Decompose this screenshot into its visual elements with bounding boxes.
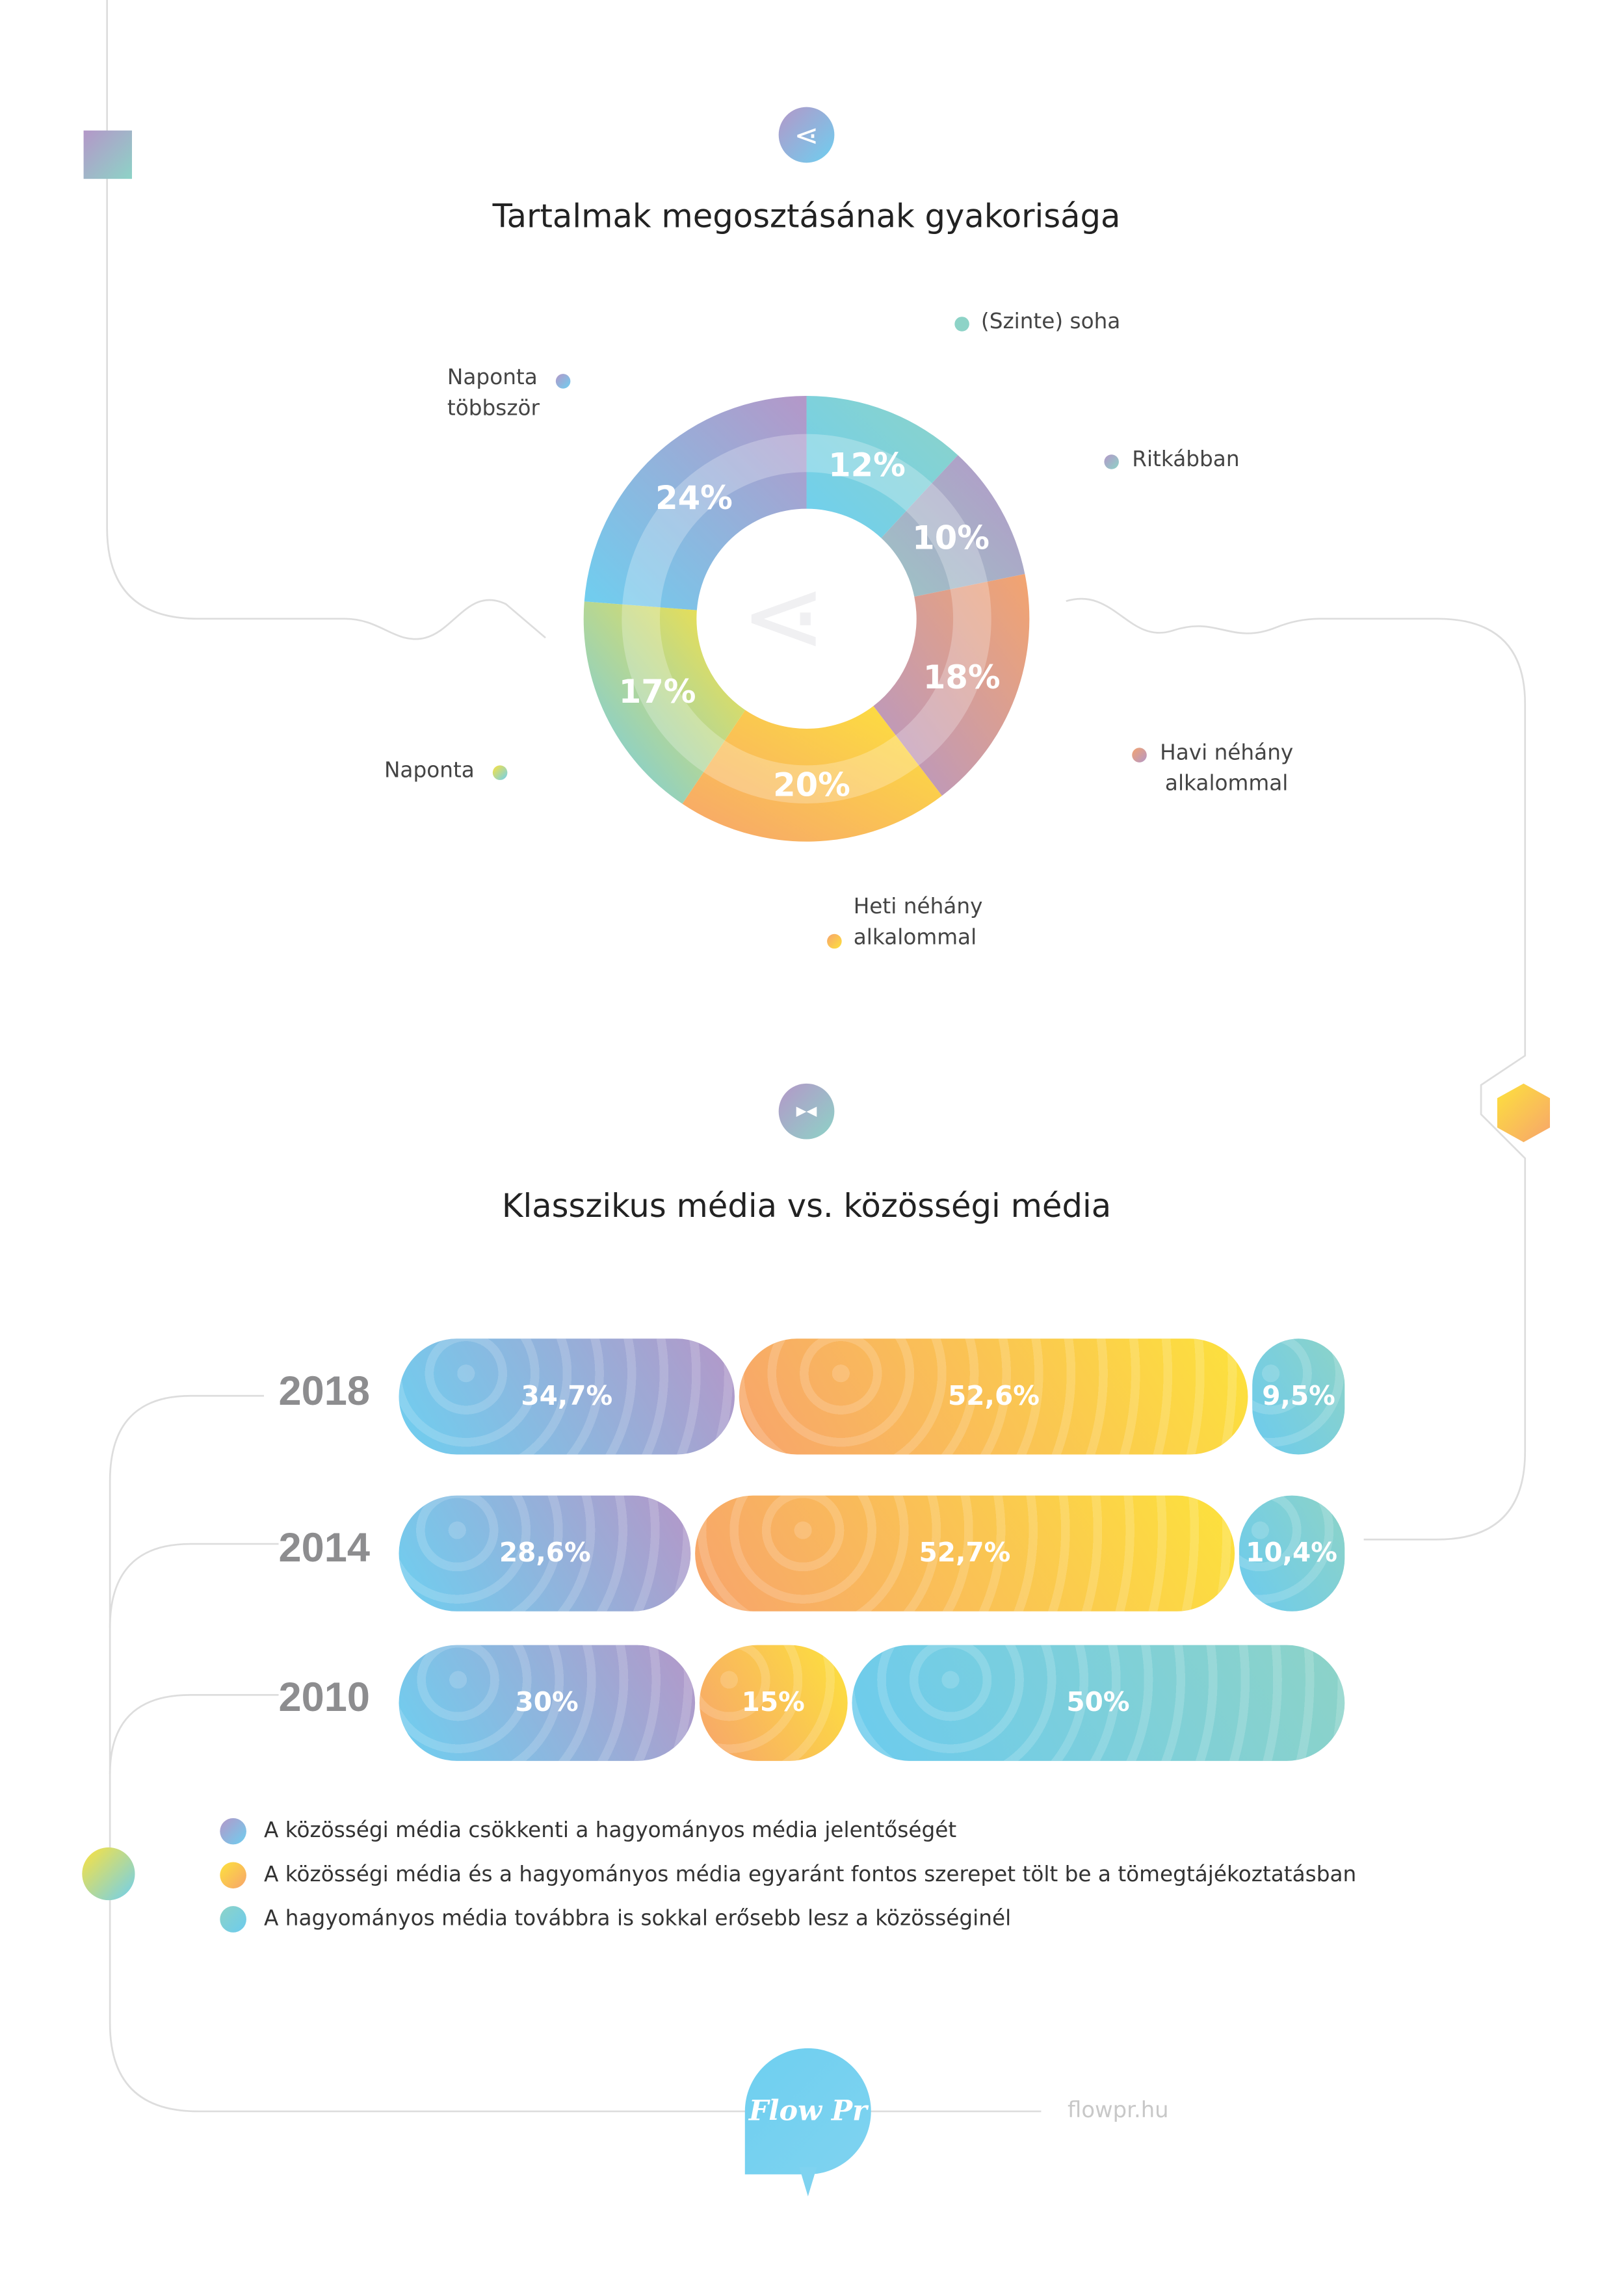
- flowpr-logo: Flow Pr: [744, 2048, 871, 2174]
- label-ritkabban: Ritkábban: [1132, 449, 1240, 473]
- bar-value-label: 50%: [1066, 1688, 1130, 1719]
- label-naponta: Naponta: [384, 759, 475, 783]
- bar-segment-both: 52,7%: [695, 1495, 1235, 1611]
- legend-item: A hagyományos média továbbra is sokkal e…: [220, 1906, 1011, 1933]
- slice-label: 24%: [655, 479, 733, 517]
- legend-dot: [492, 765, 508, 780]
- legend-swatch: [220, 1862, 246, 1889]
- center-share-icon: ⋖: [741, 555, 827, 676]
- bar-segment-social: 34,7%: [399, 1338, 735, 1455]
- bar-segment-traditional: 9,5%: [1252, 1338, 1345, 1455]
- bar-segment-traditional: 10,4%: [1238, 1495, 1345, 1611]
- bar-segment-both: 52,6%: [739, 1338, 1249, 1455]
- legend-swatch: [220, 1818, 246, 1845]
- label-havi: Havi néhány alkalommal: [1160, 739, 1293, 801]
- legend-dot: [954, 317, 969, 332]
- label-naponta-tobbszor: Naponta többször: [447, 363, 540, 425]
- logo-tail: [799, 2167, 817, 2197]
- slice-label: 12%: [828, 447, 906, 484]
- bar-segment-social: 30%: [399, 1645, 695, 1761]
- bar-value-label: 9,5%: [1262, 1381, 1335, 1413]
- legend-dot: [1104, 454, 1119, 469]
- slice-label: 20%: [773, 766, 850, 804]
- bar-segment-social: 28,6%: [399, 1495, 692, 1611]
- website-link[interactable]: flowpr.hu: [1068, 2096, 1169, 2123]
- bar-value-label: 34,7%: [521, 1381, 613, 1413]
- legend-dot: [1132, 748, 1147, 763]
- legend-dot: [827, 933, 842, 949]
- slice-label: 10%: [912, 519, 990, 557]
- bar-segment-both: 15%: [699, 1645, 847, 1761]
- bar-value-label: 10,4%: [1246, 1538, 1337, 1569]
- label-line: Naponta: [447, 366, 538, 390]
- donut-chart: 12%10% 18% 20% 17% 24%: [583, 395, 1030, 842]
- donut-highlight: [622, 434, 991, 804]
- donut-title: Tartalmak megosztásának gyakorisága: [492, 199, 1121, 237]
- legend-label: A közösségi média és a hagyományos média…: [263, 1863, 1357, 1887]
- donut-slice: [584, 395, 807, 610]
- donut-slice: [806, 395, 958, 538]
- square-decoration: [83, 130, 132, 179]
- donut-slice: [881, 455, 1025, 597]
- slice-label: 17%: [619, 673, 696, 711]
- year-label: 2018: [278, 1368, 371, 1414]
- bar-value-label: 28,6%: [499, 1538, 591, 1569]
- bar-row-2010: 30% 15% 50%: [399, 1645, 1345, 1761]
- legend-swatch: [220, 1906, 246, 1933]
- bar-row-2018: 34,7% 52,6% 9,5%: [399, 1338, 1345, 1455]
- bar-value-label: 15%: [741, 1688, 805, 1719]
- label-line: alkalommal: [853, 926, 977, 950]
- label-line: többször: [447, 397, 540, 421]
- legend-label: A hagyományos média továbbra is sokkal e…: [263, 1907, 1012, 1931]
- donut-slice: [682, 706, 942, 842]
- slice-label: 18%: [923, 659, 1001, 696]
- share-icon: ⋖: [778, 107, 835, 163]
- bar-row-2014: 28,6% 52,7% 10,4%: [399, 1495, 1345, 1611]
- label-line: Heti néhány: [853, 896, 983, 920]
- bars-title: Klasszikus média vs. közösségi média: [501, 1189, 1112, 1226]
- donut-slice: [873, 573, 1030, 796]
- donut-slice: [583, 601, 746, 804]
- year-label: 2010: [278, 1674, 371, 1720]
- legend-item: A közösségi média és a hagyományos média…: [220, 1862, 1357, 1889]
- legend-item: A közösségi média csökkenti a hagyományo…: [220, 1818, 956, 1845]
- legend-dot: [555, 374, 571, 389]
- bar-value-label: 52,7%: [919, 1538, 1011, 1569]
- legend-label: A közösségi média csökkenti a hagyományo…: [263, 1820, 957, 1844]
- year-label: 2014: [278, 1524, 371, 1571]
- bar-value-label: 30%: [515, 1688, 579, 1719]
- compare-icon: ▸◂: [778, 1083, 835, 1140]
- circle-decoration: [82, 1847, 135, 1901]
- label-heti: Heti néhány alkalommal: [854, 893, 983, 955]
- bar-segment-traditional: 50%: [851, 1645, 1345, 1761]
- bar-value-label: 52,6%: [948, 1381, 1040, 1413]
- label-line: alkalommal: [1164, 772, 1289, 796]
- label-line: Havi néhány: [1160, 742, 1294, 766]
- label-szinte-soha: (Szinte) soha: [980, 311, 1121, 335]
